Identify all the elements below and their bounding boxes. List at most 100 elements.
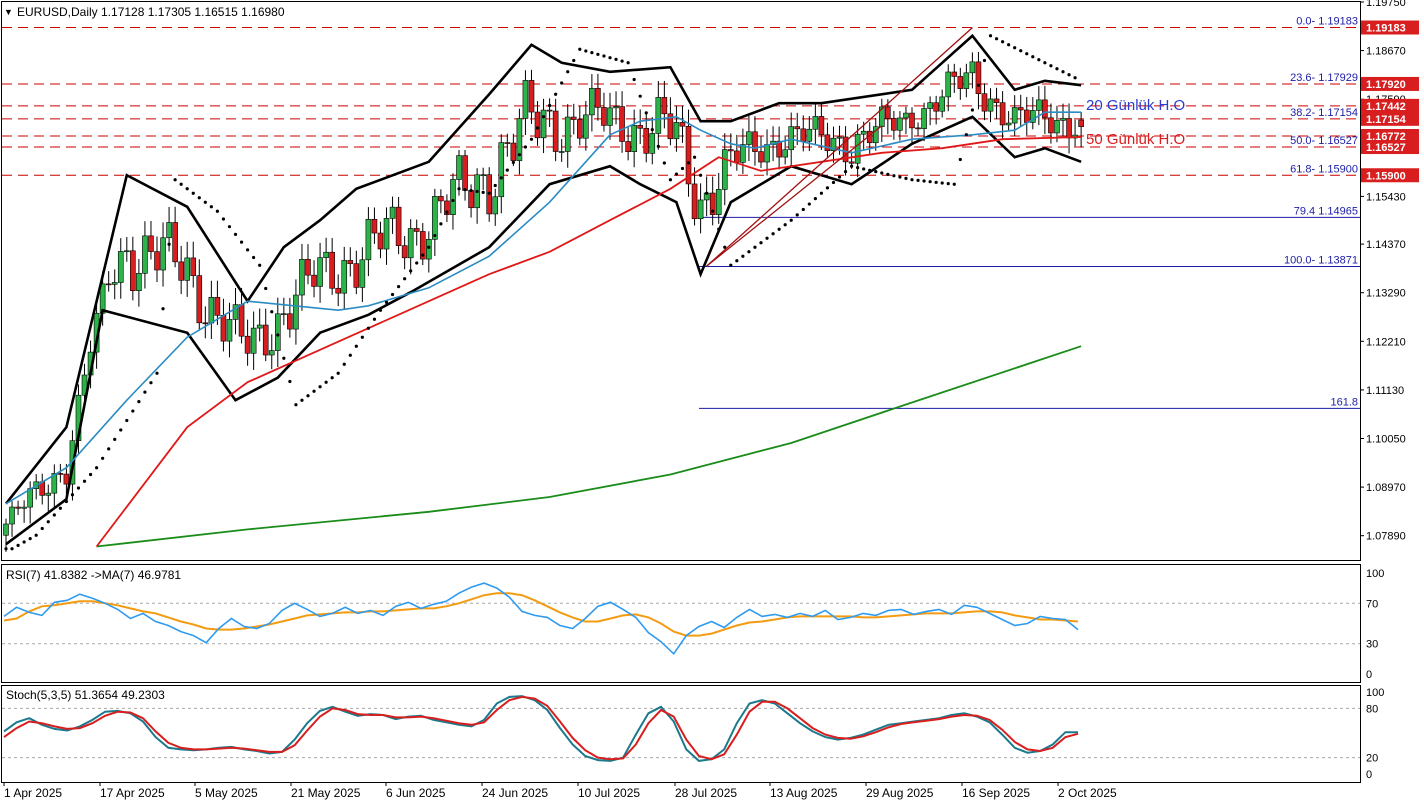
- bull-candle[interactable]: [740, 144, 746, 163]
- bear-candle[interactable]: [504, 142, 511, 144]
- bull-candle[interactable]: [613, 106, 619, 109]
- bull-candle[interactable]: [921, 108, 927, 129]
- bull-candle[interactable]: [293, 294, 299, 330]
- bull-candle[interactable]: [341, 260, 348, 294]
- bull-candle[interactable]: [540, 109, 547, 139]
- bull-candle[interactable]: [256, 324, 263, 329]
- bull-candle[interactable]: [963, 72, 970, 89]
- bull-candle[interactable]: [607, 107, 613, 126]
- bull-candle[interactable]: [124, 250, 130, 253]
- bear-candle[interactable]: [57, 473, 64, 475]
- bear-candle[interactable]: [824, 134, 831, 152]
- bear-candle[interactable]: [311, 274, 317, 287]
- bear-candle[interactable]: [510, 142, 517, 161]
- bear-candle[interactable]: [214, 296, 221, 316]
- bear-candle[interactable]: [752, 131, 758, 152]
- bull-candle[interactable]: [903, 112, 909, 119]
- bull-candle[interactable]: [583, 114, 589, 139]
- bull-candle[interactable]: [673, 122, 680, 140]
- bull-candle[interactable]: [721, 149, 728, 190]
- bear-candle[interactable]: [915, 127, 921, 130]
- bear-candle[interactable]: [1017, 107, 1024, 111]
- bull-candle[interactable]: [788, 126, 795, 151]
- bull-candle[interactable]: [1030, 110, 1036, 123]
- bear-candle[interactable]: [413, 228, 420, 232]
- bull-candle[interactable]: [51, 473, 58, 494]
- bear-candle[interactable]: [305, 259, 311, 276]
- bull-candle[interactable]: [1005, 122, 1012, 126]
- bear-candle[interactable]: [329, 251, 335, 289]
- bear-candle[interactable]: [691, 183, 698, 220]
- bear-candle[interactable]: [395, 206, 402, 246]
- bear-candle[interactable]: [619, 106, 625, 142]
- bull-candle[interactable]: [480, 174, 486, 177]
- bear-candle[interactable]: [546, 109, 553, 112]
- bull-candle[interactable]: [564, 116, 571, 152]
- bear-candle[interactable]: [848, 161, 855, 164]
- bear-candle[interactable]: [462, 155, 468, 191]
- bear-candle[interactable]: [15, 506, 21, 509]
- bull-candle[interactable]: [836, 136, 843, 139]
- bull-candle[interactable]: [806, 128, 813, 142]
- bear-candle[interactable]: [444, 200, 450, 215]
- bear-candle[interactable]: [154, 251, 160, 271]
- bear-candle[interactable]: [244, 335, 251, 354]
- stoch-panel[interactable]: [1, 685, 1361, 783]
- bull-candle[interactable]: [160, 237, 166, 271]
- bull-candle[interactable]: [969, 61, 976, 74]
- bear-candle[interactable]: [679, 122, 686, 127]
- bear-candle[interactable]: [220, 315, 227, 342]
- bull-candle[interactable]: [281, 313, 287, 316]
- bull-candle[interactable]: [927, 102, 933, 109]
- bull-candle[interactable]: [939, 96, 946, 112]
- bull-candle[interactable]: [516, 118, 523, 161]
- bull-candle[interactable]: [299, 259, 305, 296]
- bull-candle[interactable]: [498, 142, 505, 198]
- bear-candle[interactable]: [130, 250, 136, 291]
- bull-candle[interactable]: [655, 97, 662, 134]
- bear-candle[interactable]: [891, 117, 897, 131]
- bear-candle[interactable]: [347, 260, 354, 264]
- bear-candle[interactable]: [909, 112, 915, 129]
- bull-candle[interactable]: [1060, 118, 1066, 121]
- bear-candle[interactable]: [262, 324, 269, 356]
- bear-candle[interactable]: [528, 80, 535, 113]
- bear-candle[interactable]: [800, 128, 807, 142]
- bull-candle[interactable]: [1011, 107, 1018, 124]
- bull-candle[interactable]: [492, 196, 499, 215]
- bear-candle[interactable]: [975, 61, 982, 94]
- bear-candle[interactable]: [172, 222, 178, 263]
- bear-candle[interactable]: [933, 102, 939, 112]
- bear-candle[interactable]: [776, 140, 782, 158]
- bear-candle[interactable]: [625, 141, 631, 153]
- bear-candle[interactable]: [468, 190, 474, 209]
- bull-candle[interactable]: [407, 228, 414, 259]
- bear-candle[interactable]: [709, 192, 716, 215]
- bear-candle[interactable]: [885, 106, 891, 119]
- bear-candle[interactable]: [685, 125, 692, 185]
- symbol-menu-icon[interactable]: ▼: [4, 7, 13, 17]
- bear-candle[interactable]: [377, 232, 384, 250]
- bull-candle[interactable]: [425, 239, 432, 260]
- bear-candle[interactable]: [643, 127, 650, 154]
- bull-candle[interactable]: [166, 222, 172, 239]
- bull-candle[interactable]: [27, 488, 33, 508]
- bull-candle[interactable]: [450, 179, 456, 215]
- bull-candle[interactable]: [945, 71, 952, 98]
- bear-candle[interactable]: [105, 283, 112, 286]
- bear-candle[interactable]: [419, 231, 426, 260]
- bear-candle[interactable]: [552, 110, 559, 152]
- bear-candle[interactable]: [63, 473, 70, 485]
- bull-candle[interactable]: [184, 257, 190, 281]
- bear-candle[interactable]: [401, 245, 408, 259]
- bull-candle[interactable]: [317, 257, 323, 287]
- bear-candle[interactable]: [202, 322, 209, 325]
- bear-candle[interactable]: [576, 119, 583, 139]
- bear-candle[interactable]: [190, 257, 197, 276]
- bull-candle[interactable]: [359, 259, 366, 288]
- bear-candle[interactable]: [999, 102, 1006, 126]
- bull-candle[interactable]: [323, 251, 329, 258]
- bull-candle[interactable]: [715, 189, 722, 215]
- bull-candle[interactable]: [3, 523, 9, 536]
